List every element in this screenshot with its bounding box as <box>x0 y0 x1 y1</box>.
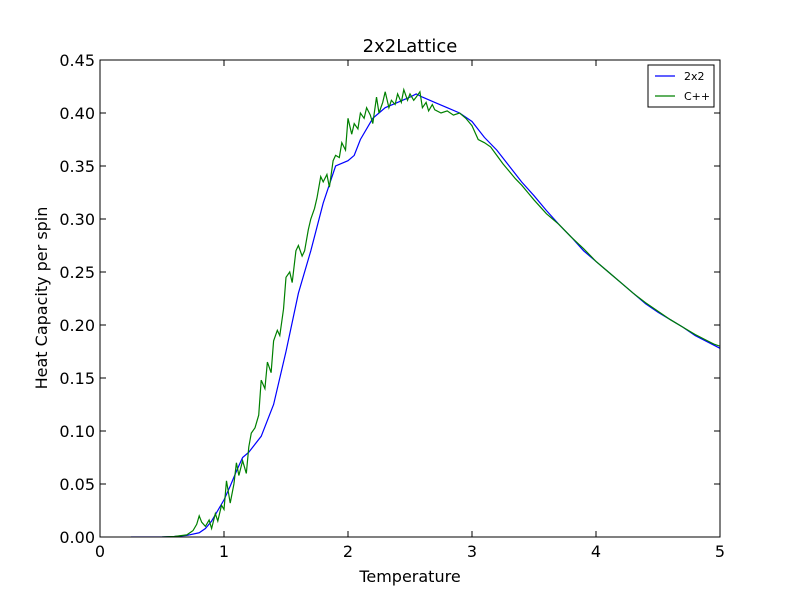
y-tick-label: 0.40 <box>59 104 95 123</box>
series-line-cpp <box>161 87 720 537</box>
x-tick-label: 4 <box>591 542 601 561</box>
y-tick-label: 0.15 <box>59 369 95 388</box>
chart-title: 2x2Lattice <box>363 36 458 57</box>
x-tick-label: 0 <box>95 542 105 561</box>
y-axis-label: Heat Capacity per spin <box>32 207 51 390</box>
plot-frame <box>99 59 721 538</box>
x-tick-label: 5 <box>715 542 725 561</box>
y-tick-label: 0.35 <box>59 157 95 176</box>
series-layer <box>131 87 720 537</box>
y-tick-label: 0.45 <box>59 51 95 70</box>
y-tick-label: 0.05 <box>59 475 95 494</box>
ticks-layer: 0 1 2 3 4 5 0.00 0.05 0.10 0.15 0.20 0.25 0.30 0.35 0.… <box>59 51 725 561</box>
y-tick-label: 0.20 <box>59 316 95 335</box>
x-tick-label: 1 <box>219 542 229 561</box>
y-tick-label: 0.30 <box>59 210 95 229</box>
legend-label: 2x2 <box>684 70 705 83</box>
x-axis-label: Temperature <box>358 567 460 586</box>
x-tick-label: 2 <box>343 542 353 561</box>
x-tick-label: 3 <box>467 542 477 561</box>
series-line-2x2 <box>131 93 720 537</box>
y-tick-label: 0.10 <box>59 422 95 441</box>
legend-box <box>647 64 715 108</box>
legend-label: C++ <box>684 90 710 103</box>
y-tick-label: 0.25 <box>59 263 95 282</box>
legend: 2x2 C++ <box>647 64 715 108</box>
y-tick-label: 0.00 <box>59 528 95 547</box>
